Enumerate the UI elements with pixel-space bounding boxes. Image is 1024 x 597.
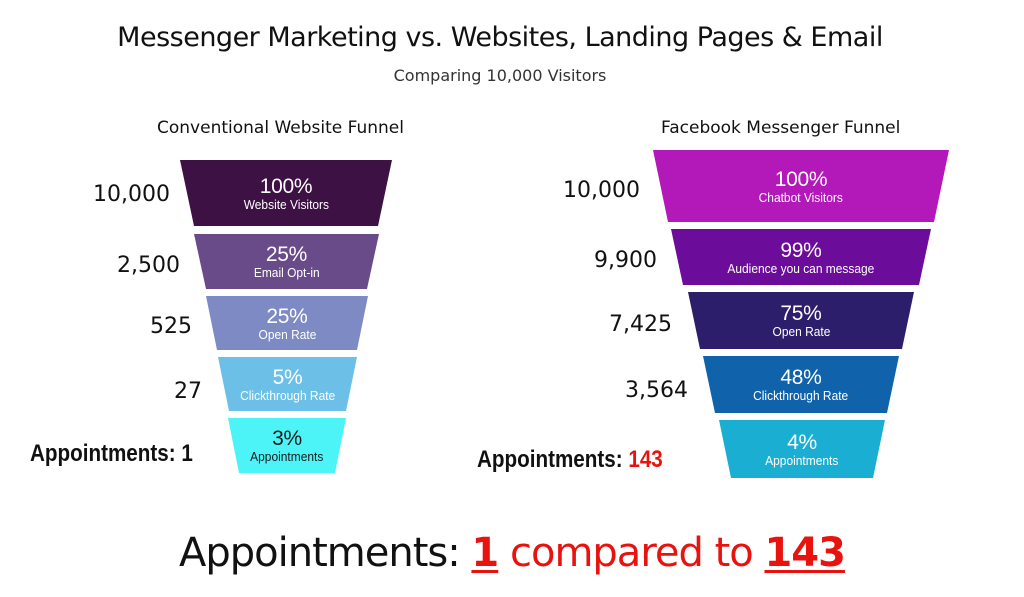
appointments-value: 143 [628,446,663,473]
stage-percent: 75% [780,302,822,325]
right-stage-5-trapezoid [719,420,885,478]
right-stage-2-trapezoid [671,229,931,285]
page-title: Messenger Marketing vs. Websites, Landin… [117,22,883,53]
conclusion-middle: compared to [498,530,765,576]
right-stage-open-rate: 75% Open Rate [688,292,914,349]
right-funnel-title: Facebook Messenger Funnel [661,118,901,138]
left-stage-5-trapezoid [228,418,346,473]
stage-percent: 48% [780,366,822,389]
appointments-label: Appointments: [30,440,176,467]
stage-label: Audience you can message [727,260,875,276]
right-stage-appointments: 4% Appointments [719,420,885,478]
conclusion-right-value: 143 [764,530,845,576]
left-stage-2-trapezoid [194,234,379,289]
stage-percent: 25% [266,304,308,328]
right-count-visitors: 10,000 [563,178,640,203]
left-appointments-summary: Appointments: 1 [30,440,193,468]
stage-percent: 99% [780,238,822,262]
page-subtitle: Comparing 10,000 Visitors [393,66,607,85]
left-stage-open-rate: 25% Open Rate [206,296,368,350]
right-stage-1-trapezoid [653,150,949,222]
stage-label: Email Opt-in [253,265,320,280]
left-stage-email-optin: 25% Email Opt-in [194,234,379,289]
left-count-open: 525 [150,314,192,339]
conclusion-left-value: 1 [471,530,499,576]
conclusion-line: Appointments: 1 compared to 143 [0,530,1024,576]
left-stage-website-visitors: 100% Website Visitors [180,160,392,226]
stage-percent: 5% [272,365,303,389]
stage-percent: 3% [272,427,302,450]
stage-label: Appointments [250,449,324,464]
stage-label: Appointments [765,452,839,468]
right-stage-clickthrough-rate: 48% Clickthrough Rate [703,356,899,413]
right-appointments-summary: Appointments: 143 [477,446,663,474]
conclusion-prefix: Appointments: [179,530,472,576]
stage-label: Clickthrough Rate [239,387,336,403]
right-count-open: 7,425 [609,312,672,337]
left-stage-3-trapezoid [206,296,368,350]
right-stage-4-trapezoid [703,356,899,413]
left-count-clickthrough: 27 [174,379,202,404]
appointments-value: 1 [181,440,193,467]
right-count-audience: 9,900 [594,248,657,273]
left-stage-4-trapezoid [218,357,357,411]
right-stage-audience: 99% Audience you can message [671,229,931,285]
stage-percent: 4% [787,430,817,454]
right-count-clickthrough: 3,564 [625,378,688,403]
left-stage-1-trapezoid [180,160,392,226]
left-count-optin: 2,500 [117,253,180,278]
left-funnel-title: Conventional Website Funnel [157,118,404,138]
right-stage-3-trapezoid [688,292,914,349]
stage-label: Open Rate [772,324,830,339]
left-count-visitors: 10,000 [93,182,170,207]
right-stage-chatbot-visitors: 100% Chatbot Visitors [653,150,949,222]
stage-label: Website Visitors [243,196,329,212]
left-stage-appointments: 3% Appointments [228,418,346,473]
stage-percent: 100% [774,167,828,191]
stage-label: Open Rate [258,326,316,342]
appointments-label: Appointments: [477,446,623,473]
stage-label: Clickthrough Rate [753,388,849,403]
stage-label: Chatbot Visitors [758,189,844,205]
stage-percent: 100% [259,174,313,198]
stage-percent: 25% [265,243,308,266]
left-stage-clickthrough-rate: 5% Clickthrough Rate [218,357,357,411]
